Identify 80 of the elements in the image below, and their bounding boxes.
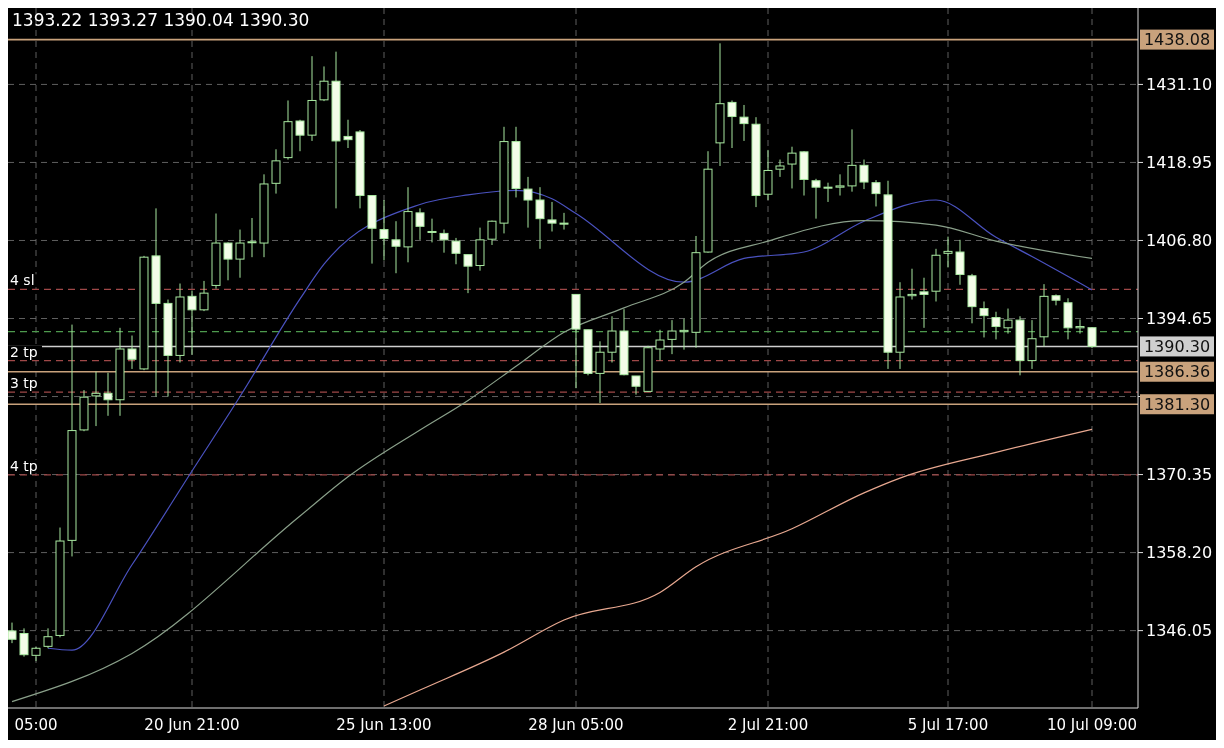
candlestick [1051, 293, 1061, 306]
y-tick-label: 1406.80 [1146, 231, 1213, 251]
ref-line-label: 1386.36 [1143, 362, 1211, 382]
chart-title: 1393.22 1393.27 1390.04 1390.30 [12, 10, 310, 30]
candlestick [871, 179, 881, 207]
ref-line-label: 3 tp [10, 375, 38, 392]
candlestick [679, 318, 689, 351]
candlestick [247, 217, 257, 258]
candlestick [463, 254, 473, 294]
line-series [383, 428, 1093, 707]
candlestick [523, 176, 533, 229]
candlestick [547, 201, 557, 232]
candlestick [943, 236, 953, 268]
ref-line-label: 1381.30 [1143, 394, 1211, 414]
ref-line-label: 4 sl [10, 272, 35, 289]
x-tick-label: 05:00 [14, 716, 58, 734]
candlestick [907, 268, 917, 301]
y-tick-label: 1370.35 [1146, 465, 1213, 485]
candlestick [739, 104, 749, 142]
candlestick [19, 627, 29, 658]
candlestick [823, 182, 833, 203]
candlestick [103, 372, 113, 417]
candlestick [775, 159, 785, 178]
candlestick [535, 186, 545, 250]
candlestick [979, 300, 989, 338]
candlestick [559, 212, 569, 231]
candlestick [379, 199, 389, 261]
y-tick-label: 1418.95 [1146, 153, 1213, 173]
candlestick [655, 329, 665, 362]
y-tick-label: 1358.20 [1146, 543, 1213, 563]
candlestick [955, 239, 965, 286]
x-tick-label: 5 Jul 17:00 [907, 716, 989, 734]
ref-line-label: 4 tp [10, 457, 38, 474]
candlestick [427, 218, 437, 243]
candlestick [271, 148, 281, 195]
x-tick-label: 28 Jun 05:00 [528, 716, 624, 734]
candlestick [595, 340, 605, 404]
candlestick [343, 119, 353, 149]
candlestick [1027, 319, 1037, 370]
candlestick [127, 335, 137, 370]
candlestick [919, 277, 929, 329]
candlestick [487, 220, 497, 246]
candlestick [91, 370, 101, 427]
candlestick [295, 119, 305, 152]
candlestick [8, 622, 17, 644]
x-tick-label: 25 Jun 13:00 [336, 716, 432, 734]
candlestick [631, 375, 641, 396]
x-tick-label: 10 Jul 09:00 [1047, 716, 1137, 734]
candlestick [727, 99, 737, 149]
candlestick [667, 319, 677, 355]
line-series [11, 219, 1093, 703]
candlestick [43, 627, 53, 649]
candlestick [811, 178, 821, 220]
y-tick-label: 1394.65 [1146, 309, 1213, 329]
ref-line-label: 2 tp [10, 343, 38, 360]
candlestick [763, 149, 773, 201]
candlestick [835, 173, 845, 197]
x-tick-label: 2 Jul 21:00 [727, 716, 809, 734]
candlestick [991, 311, 1001, 340]
candlestick [199, 280, 209, 312]
candlestick [1087, 326, 1097, 349]
candlestick [787, 146, 797, 189]
candlestick [415, 207, 425, 241]
candlestick [235, 229, 245, 279]
ref-line-label: 1390.30 [1143, 337, 1211, 357]
candlestick [451, 237, 461, 265]
candlestick [391, 220, 401, 274]
candlestick [439, 229, 449, 254]
candlestick [1003, 308, 1013, 335]
candlestick [319, 65, 329, 102]
candlestick [859, 159, 869, 190]
candlestick [607, 315, 617, 363]
y-tick-label: 1346.05 [1146, 621, 1213, 641]
candlestick [187, 290, 197, 356]
candlestick [223, 241, 233, 281]
x-tick-label: 20 Jun 21:00 [144, 716, 240, 734]
candlestick [1075, 318, 1085, 335]
ref-line-label: 1438.08 [1143, 30, 1211, 50]
candlestick [847, 128, 857, 193]
y-tick-label: 1431.10 [1146, 75, 1213, 95]
